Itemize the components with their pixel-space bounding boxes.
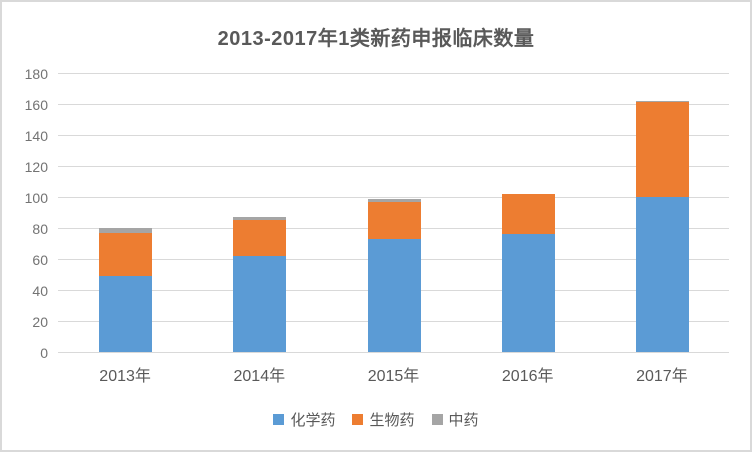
x-tick-label: 2014年 [233, 368, 286, 385]
bar-segment [501, 193, 555, 235]
bar-slot [326, 72, 460, 353]
y-tick-label: 60 [32, 252, 48, 268]
bar-segment [635, 100, 689, 103]
legend-label: 生物药 [369, 412, 415, 429]
y-axis: 0 20 40 60 80 100 120 140 160 180 [2, 66, 48, 361]
chart-title: 2013-2017年1类新药申报临床数量 [217, 28, 535, 50]
y-tick-label: 0 [40, 345, 48, 361]
legend-label: 化学药 [290, 412, 336, 429]
bar-segment [501, 234, 555, 352]
bar-segment [367, 238, 421, 352]
stacked-bar [501, 193, 555, 352]
y-tick-label: 40 [32, 283, 48, 299]
stacked-bar [233, 217, 287, 352]
legend-swatch-icon [352, 414, 364, 425]
legend-item: 生物药 [352, 409, 415, 430]
legend-swatch-icon [273, 414, 285, 425]
y-tick-label: 160 [24, 97, 48, 113]
bar-segment [233, 217, 287, 221]
y-tick-label: 80 [32, 221, 48, 237]
y-tick-label: 20 [32, 314, 48, 330]
bar-slot [595, 72, 729, 353]
y-tick-label: 100 [24, 190, 48, 206]
x-tick-label: 2017年 [636, 368, 688, 385]
bar-slot [58, 72, 192, 353]
plot-area [58, 72, 729, 353]
stacked-bar [367, 198, 421, 352]
gridline [58, 166, 729, 167]
legend-item: 中药 [431, 409, 479, 430]
bar-slot [192, 72, 326, 353]
legend-swatch-icon [431, 414, 443, 425]
stacked-bar [635, 100, 689, 352]
bar-segment [635, 102, 689, 197]
bar-segment [367, 201, 421, 239]
gridline [58, 135, 729, 136]
gridline [58, 73, 729, 74]
legend-item: 化学药 [273, 409, 335, 430]
bar-segment [233, 220, 287, 256]
x-tick-label: 2013年 [99, 368, 151, 385]
bar-segment [367, 198, 421, 202]
x-tick-label: 2016年 [501, 368, 554, 385]
bar-segment [99, 232, 153, 277]
bar-segment [99, 276, 153, 352]
gridline [58, 104, 729, 105]
bar-slots [58, 72, 729, 353]
x-axis: 2013年 2014年 2015年 2016年 2017年 [58, 362, 729, 385]
legend: 化学药 生物药 中药 [2, 409, 750, 430]
stacked-bar [99, 228, 153, 352]
bar-segment [99, 228, 153, 233]
y-tick-label: 180 [24, 66, 48, 82]
bar-segment [635, 197, 689, 352]
y-tick-label: 120 [24, 159, 48, 175]
bar-slot [461, 72, 595, 353]
x-tick-label: 2015年 [367, 368, 420, 385]
legend-label: 中药 [448, 412, 479, 429]
bar-segment [233, 255, 287, 352]
gridline [58, 352, 729, 353]
y-tick-label: 140 [24, 128, 48, 144]
gridline [58, 197, 729, 198]
